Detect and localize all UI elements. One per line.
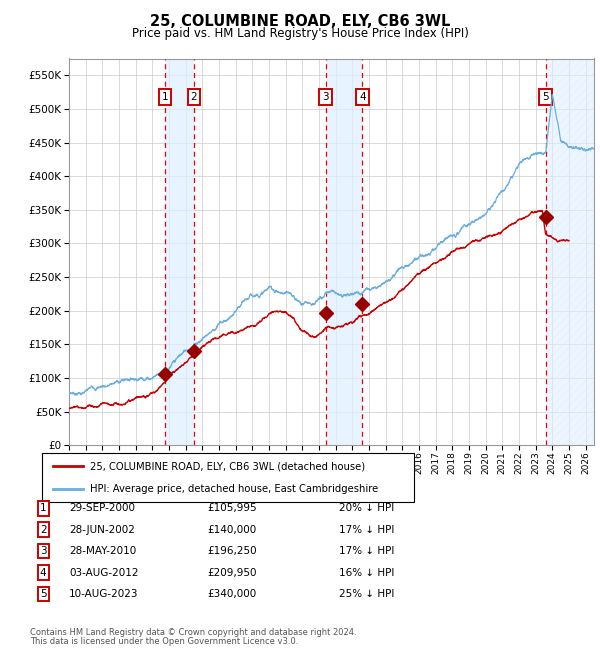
Text: £209,950: £209,950 — [207, 567, 257, 578]
Text: 10-AUG-2023: 10-AUG-2023 — [69, 589, 139, 599]
Text: 25, COLUMBINE ROAD, ELY, CB6 3WL (detached house): 25, COLUMBINE ROAD, ELY, CB6 3WL (detach… — [91, 462, 365, 471]
Text: 1: 1 — [40, 503, 47, 514]
Text: £340,000: £340,000 — [207, 589, 256, 599]
Text: 2: 2 — [191, 92, 197, 102]
Text: 17% ↓ HPI: 17% ↓ HPI — [339, 525, 394, 535]
Text: 2: 2 — [40, 525, 47, 535]
Text: 16% ↓ HPI: 16% ↓ HPI — [339, 567, 394, 578]
Text: 17% ↓ HPI: 17% ↓ HPI — [339, 546, 394, 556]
Bar — [165, 58, 194, 445]
Text: 25% ↓ HPI: 25% ↓ HPI — [339, 589, 394, 599]
Text: Contains HM Land Registry data © Crown copyright and database right 2024.: Contains HM Land Registry data © Crown c… — [30, 628, 356, 637]
Text: 3: 3 — [322, 92, 329, 102]
Text: Price paid vs. HM Land Registry's House Price Index (HPI): Price paid vs. HM Land Registry's House … — [131, 27, 469, 40]
Text: 03-AUG-2012: 03-AUG-2012 — [69, 567, 139, 578]
Text: 20% ↓ HPI: 20% ↓ HPI — [339, 503, 394, 514]
Text: 4: 4 — [359, 92, 365, 102]
Text: 28-JUN-2002: 28-JUN-2002 — [69, 525, 135, 535]
Bar — [326, 58, 362, 445]
Text: This data is licensed under the Open Government Licence v3.0.: This data is licensed under the Open Gov… — [30, 637, 298, 646]
Text: HPI: Average price, detached house, East Cambridgeshire: HPI: Average price, detached house, East… — [91, 484, 379, 493]
Text: 3: 3 — [40, 546, 47, 556]
Text: 25, COLUMBINE ROAD, ELY, CB6 3WL: 25, COLUMBINE ROAD, ELY, CB6 3WL — [150, 14, 450, 29]
Text: 29-SEP-2000: 29-SEP-2000 — [69, 503, 135, 514]
Text: £140,000: £140,000 — [207, 525, 256, 535]
Text: 5: 5 — [40, 589, 47, 599]
Text: £196,250: £196,250 — [207, 546, 257, 556]
Text: 1: 1 — [161, 92, 168, 102]
Text: £105,995: £105,995 — [207, 503, 257, 514]
Text: 4: 4 — [40, 567, 47, 578]
Bar — [545, 58, 594, 445]
Text: 5: 5 — [542, 92, 549, 102]
Text: 28-MAY-2010: 28-MAY-2010 — [69, 546, 136, 556]
